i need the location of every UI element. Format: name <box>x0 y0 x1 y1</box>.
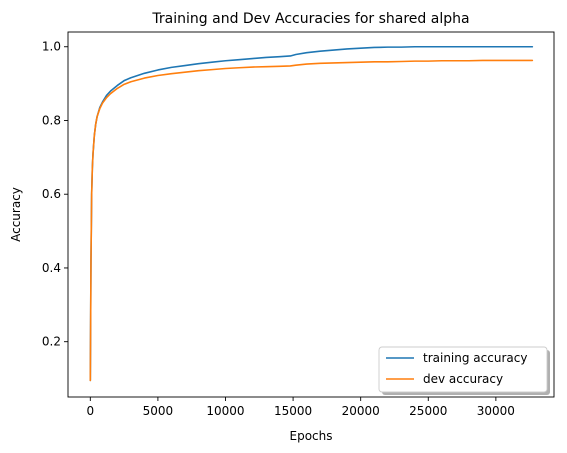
plot-frame <box>67 31 555 398</box>
y-axis-label: Accuracy <box>9 187 23 242</box>
y-tick-label: 0.8 <box>42 113 61 127</box>
chart-title: Training and Dev Accuracies for shared a… <box>151 11 469 27</box>
x-tick-label: 15000 <box>274 404 312 418</box>
series-line-training <box>89 45 534 382</box>
x-tick-label: 30000 <box>477 404 515 418</box>
legend-label-training: training accuracy <box>423 351 527 365</box>
series-layer <box>89 45 534 382</box>
x-tick-label: 5000 <box>143 404 174 418</box>
x-tick-label: 20000 <box>342 404 380 418</box>
y-axis-ticks: 0.2 0.4 0.6 0.8 1.0 <box>42 40 68 349</box>
legend-label-dev: dev accuracy <box>423 372 503 386</box>
x-tick-label: 25000 <box>409 404 447 418</box>
series-line-dev <box>89 59 534 382</box>
x-tick-label: 0 <box>86 404 94 418</box>
x-axis-ticks: 0 5000 10000 15000 20000 25000 30000 <box>86 397 515 418</box>
x-axis-label: Epochs <box>290 429 333 443</box>
y-tick-label: 0.6 <box>42 187 61 201</box>
y-tick-label: 0.4 <box>42 261 61 275</box>
legend: training accuracy dev accuracy <box>378 346 550 395</box>
x-tick-label: 10000 <box>206 404 244 418</box>
y-tick-label: 1.0 <box>42 40 61 54</box>
y-tick-label: 0.2 <box>42 335 61 349</box>
legend-box <box>378 346 548 393</box>
